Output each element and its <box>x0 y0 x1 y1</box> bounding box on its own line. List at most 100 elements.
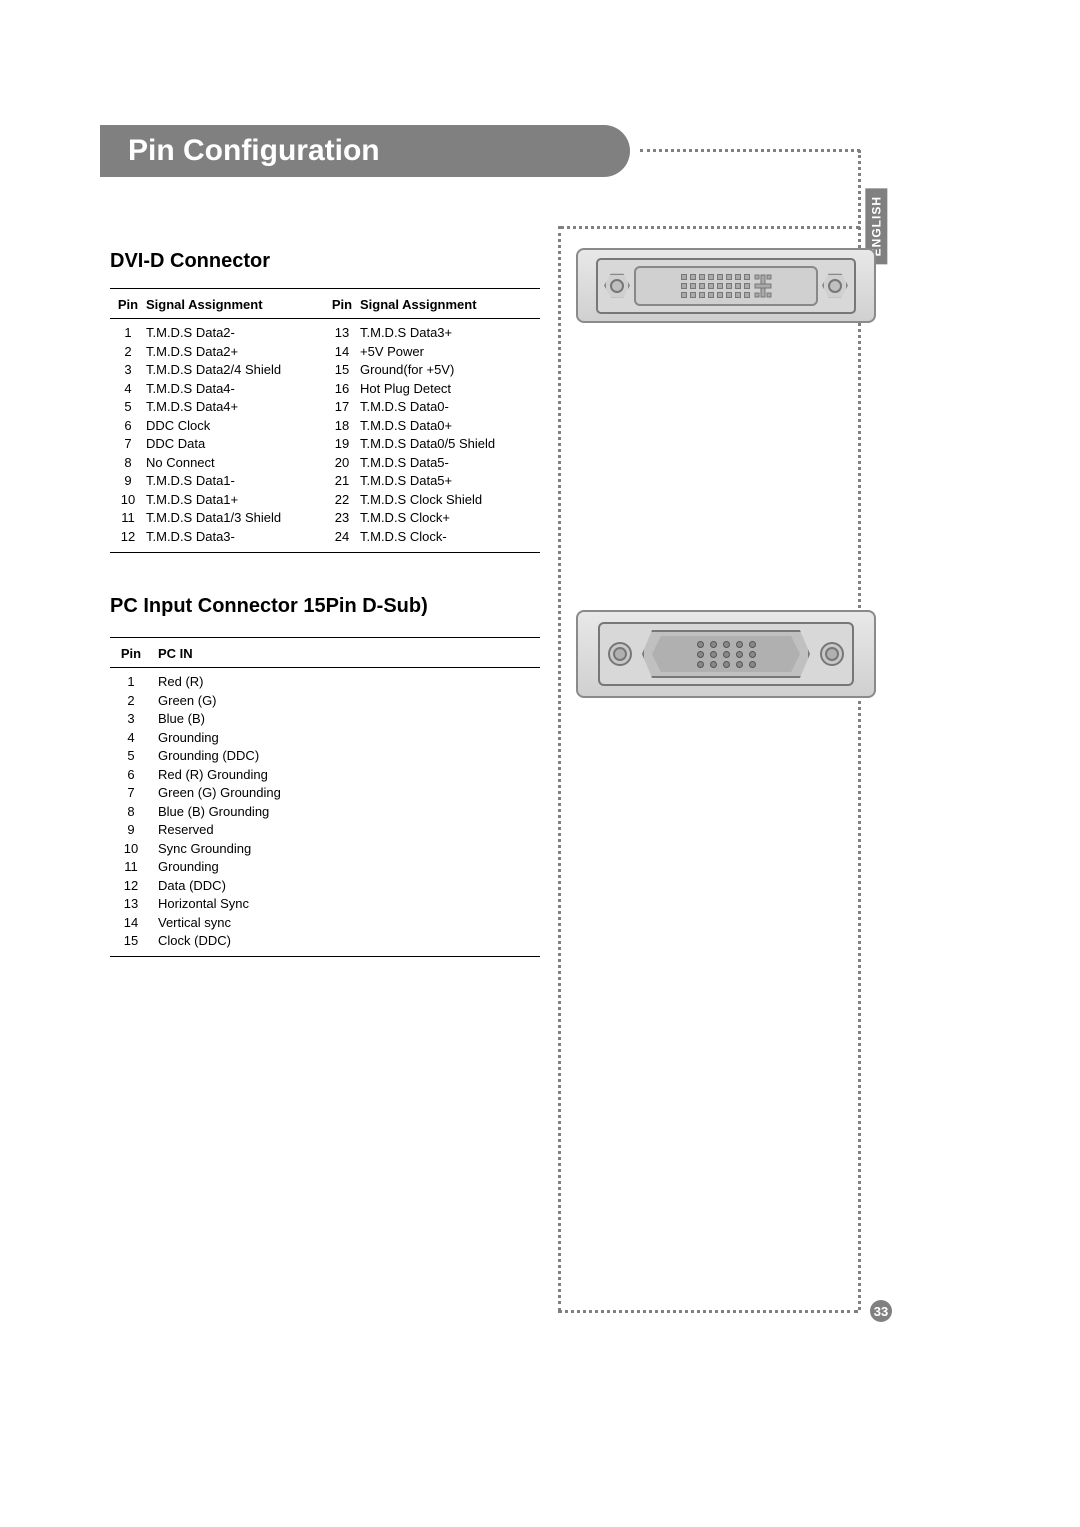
pin-number: 22 <box>324 492 360 507</box>
signal-assignment: Green (G) <box>158 693 540 708</box>
signal-assignment: Hot Plug Detect <box>360 381 540 396</box>
signal-assignment: T.M.D.S Data4+ <box>146 399 324 414</box>
signal-assignment: No Connect <box>146 455 324 470</box>
signal-assignment: Vertical sync <box>158 915 540 930</box>
col-header-pin: Pin <box>110 646 152 661</box>
pin-number: 23 <box>324 510 360 525</box>
signal-assignment: T.M.D.S Data3- <box>146 529 324 544</box>
dsub-connector-illustration <box>576 610 876 698</box>
pin-number: 2 <box>110 693 152 708</box>
pin-number: 13 <box>110 896 152 911</box>
pin-number: 7 <box>110 436 146 451</box>
pin-number: 21 <box>324 473 360 488</box>
col-header-signal-a: Signal Assignment <box>146 297 324 312</box>
page-title: Pin Configuration <box>128 134 380 168</box>
signal-assignment: T.M.D.S Data1- <box>146 473 324 488</box>
dotted-line-right-vertical <box>858 150 861 1310</box>
pin-number: 3 <box>110 362 146 377</box>
signal-assignment: T.M.D.S Data5+ <box>360 473 540 488</box>
col-header-pin-b: Pin <box>324 297 360 312</box>
pin-number: 15 <box>110 933 152 948</box>
dsub-shell-icon <box>642 630 810 678</box>
signal-assignment: Blue (B) <box>158 711 540 726</box>
pin-number: 17 <box>324 399 360 414</box>
pin-number: 16 <box>324 381 360 396</box>
signal-assignment: Grounding (DDC) <box>158 748 540 763</box>
pin-number: 9 <box>110 822 152 837</box>
signal-assignment: Red (R) <box>158 674 540 689</box>
dotted-line-top-right <box>560 226 860 229</box>
signal-assignment: Sync Grounding <box>158 841 540 856</box>
pin-number: 8 <box>110 455 146 470</box>
pin-number: 15 <box>324 362 360 377</box>
signal-assignment: Green (G) Grounding <box>158 785 540 800</box>
dvi-pin-table: Pin Signal Assignment Pin Signal Assignm… <box>110 288 540 553</box>
pin-number: 12 <box>110 878 152 893</box>
signal-assignment: Reserved <box>158 822 540 837</box>
screw-icon <box>608 642 632 666</box>
pin-number: 18 <box>324 418 360 433</box>
pin-number: 4 <box>110 730 152 745</box>
table-body-row: 123456789101112 T.M.D.S Data2-T.M.D.S Da… <box>110 319 540 553</box>
signal-assignment: T.M.D.S Data0- <box>360 399 540 414</box>
pin-number: 13 <box>324 325 360 340</box>
signal-assignment: Data (DDC) <box>158 878 540 893</box>
pin-number: 5 <box>110 748 152 763</box>
dvi-connector-heading: DVI-D Connector <box>110 250 270 273</box>
dsub-pin-table: Pin PC IN 123456789101112131415 Red (R)G… <box>110 637 540 957</box>
signal-assignment: +5V Power <box>360 344 540 359</box>
pin-number: 1 <box>110 674 152 689</box>
signal-assignment: T.M.D.S Data2- <box>146 325 324 340</box>
dvi-pin-grid-icon <box>681 274 750 298</box>
pin-number: 20 <box>324 455 360 470</box>
signal-assignment: T.M.D.S Clock- <box>360 529 540 544</box>
table-header-row: Pin Signal Assignment Pin Signal Assignm… <box>110 288 540 319</box>
pin-number: 11 <box>110 859 152 874</box>
dvi-blade-icon <box>754 273 772 299</box>
signal-assignment: Red (R) Grounding <box>158 767 540 782</box>
screw-icon <box>604 273 630 299</box>
signal-assignment: Blue (B) Grounding <box>158 804 540 819</box>
signal-assignment: T.M.D.S Data0/5 Shield <box>360 436 540 451</box>
pin-number: 14 <box>324 344 360 359</box>
pin-number: 7 <box>110 785 152 800</box>
pin-number: 10 <box>110 492 146 507</box>
signal-assignment: T.M.D.S Data4- <box>146 381 324 396</box>
pin-number: 2 <box>110 344 146 359</box>
signal-assignment: Horizontal Sync <box>158 896 540 911</box>
signal-assignment: Grounding <box>158 859 540 874</box>
signal-assignment: T.M.D.S Clock Shield <box>360 492 540 507</box>
col-header-pcin: PC IN <box>152 646 540 661</box>
pin-number: 6 <box>110 418 146 433</box>
table-header-row: Pin PC IN <box>110 637 540 668</box>
pin-number: 4 <box>110 381 146 396</box>
pin-number: 10 <box>110 841 152 856</box>
dotted-line-top <box>640 149 860 152</box>
screw-icon <box>820 642 844 666</box>
signal-assignment: T.M.D.S Clock+ <box>360 510 540 525</box>
pin-number: 12 <box>110 529 146 544</box>
page-title-bar: Pin Configuration <box>100 125 630 177</box>
pin-number: 9 <box>110 473 146 488</box>
signal-assignment: Ground(for +5V) <box>360 362 540 377</box>
col-header-signal-b: Signal Assignment <box>360 297 540 312</box>
pin-number: 24 <box>324 529 360 544</box>
signal-assignment: DDC Data <box>146 436 324 451</box>
pin-number: 19 <box>324 436 360 451</box>
signal-assignment: T.M.D.S Data1+ <box>146 492 324 507</box>
dotted-line-bottom <box>558 1310 858 1313</box>
screw-icon <box>822 273 848 299</box>
pin-number: 3 <box>110 711 152 726</box>
signal-assignment: T.M.D.S Data1/3 Shield <box>146 510 324 525</box>
signal-assignment: T.M.D.S Data0+ <box>360 418 540 433</box>
dotted-line-left-vertical <box>558 226 561 1311</box>
pin-number: 8 <box>110 804 152 819</box>
pin-number: 5 <box>110 399 146 414</box>
signal-assignment: T.M.D.S Data5- <box>360 455 540 470</box>
signal-assignment: T.M.D.S Data2+ <box>146 344 324 359</box>
pin-number: 6 <box>110 767 152 782</box>
page-number: 33 <box>870 1300 892 1322</box>
col-header-pin-a: Pin <box>110 297 146 312</box>
signal-assignment: T.M.D.S Data3+ <box>360 325 540 340</box>
pin-number: 1 <box>110 325 146 340</box>
